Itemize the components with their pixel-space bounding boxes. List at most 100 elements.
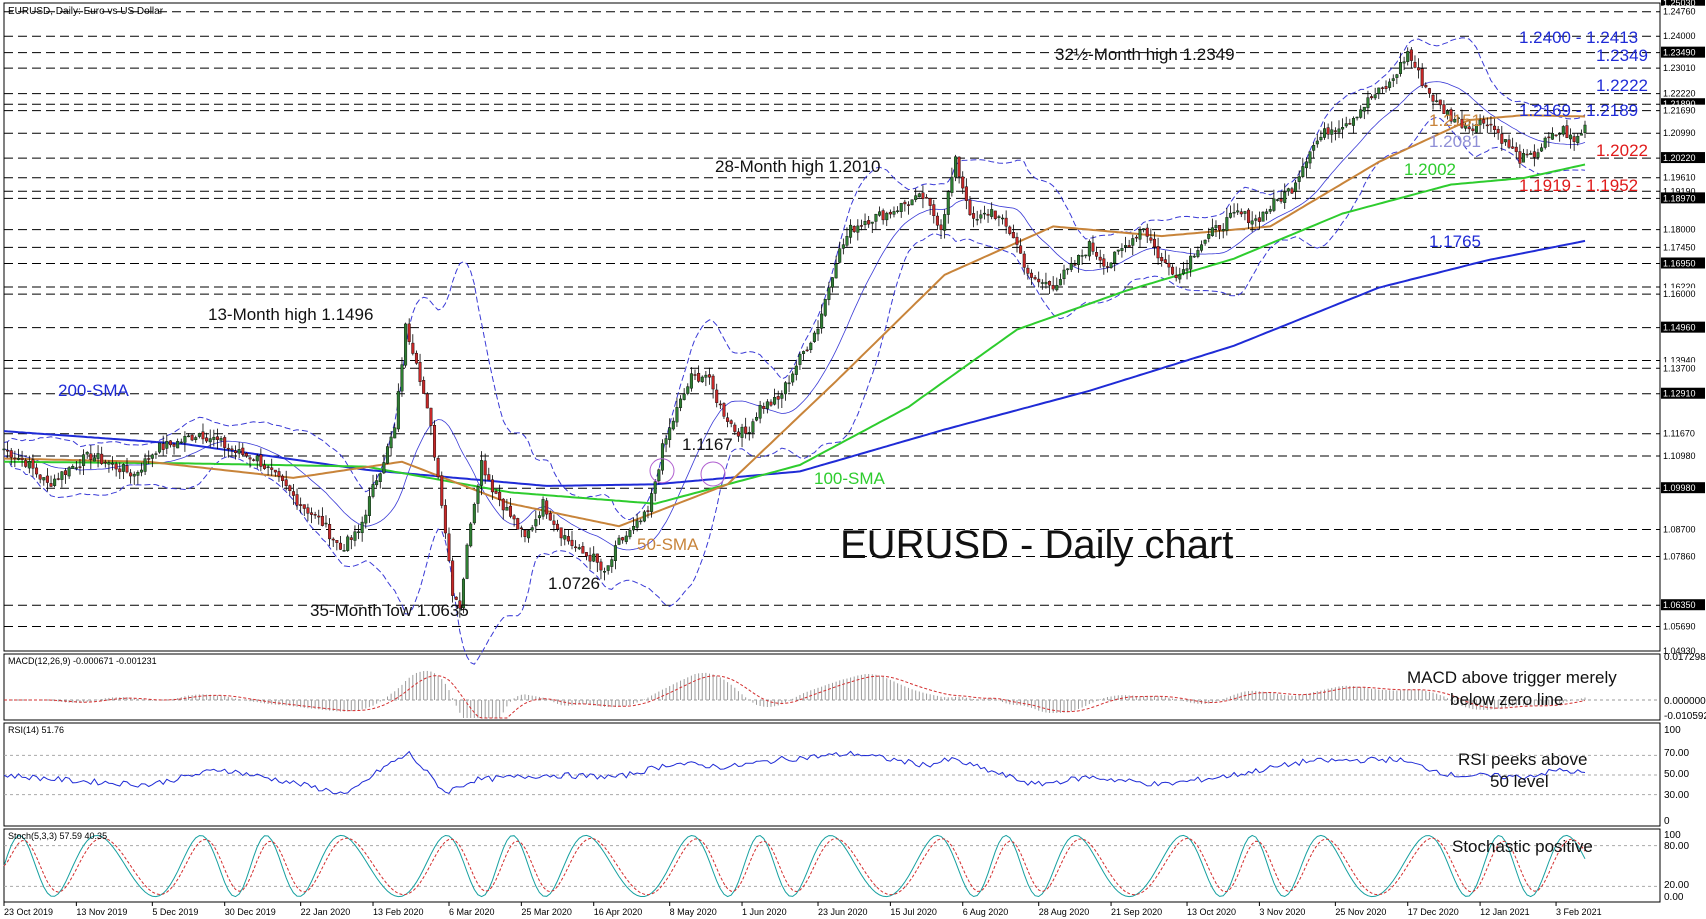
time-tick-label: 1 Jun 2020: [742, 907, 787, 917]
candle-body: [1471, 128, 1475, 132]
candle-body: [671, 420, 675, 430]
price-tick-label: 1.16950: [1663, 258, 1696, 268]
candle-body: [20, 457, 24, 460]
annotation-high-2349: 32½-Month high 1.2349: [1055, 45, 1235, 64]
candle-body: [1279, 198, 1283, 202]
macd-axis-zero: 0.000000: [1664, 696, 1706, 707]
time-tick-label: 28 Aug 2020: [1039, 907, 1090, 917]
candle-body: [523, 529, 527, 537]
candle-body: [968, 199, 972, 215]
candle-body: [765, 401, 769, 409]
candle-body: [1373, 94, 1377, 99]
candle-body: [1029, 272, 1033, 278]
level-label-1765: 1.1765: [1429, 232, 1481, 251]
candle-body: [1019, 245, 1023, 254]
candle-body: [194, 437, 198, 441]
candle-body: [704, 374, 708, 378]
candle-body: [885, 212, 889, 221]
candle-body: [1460, 118, 1464, 128]
candle-body: [1203, 239, 1207, 244]
candle-body: [1362, 106, 1366, 112]
candle-body: [1149, 237, 1153, 241]
candle-body: [125, 465, 129, 473]
candle-body: [154, 453, 158, 455]
stoch-axis-100: 100: [1664, 830, 1681, 841]
candle-body: [639, 520, 643, 523]
candle-body: [132, 473, 136, 477]
price-tick-box: [1661, 257, 1705, 269]
candle-body: [273, 469, 277, 473]
candle-body: [161, 443, 165, 450]
candle-body: [834, 263, 838, 279]
candle-body: [747, 432, 751, 434]
candle-body: [472, 504, 476, 524]
candle-body: [1391, 78, 1395, 81]
candle-body: [179, 441, 183, 444]
time-tick-label: 3 Nov 2020: [1259, 907, 1305, 917]
candle-body: [1370, 96, 1374, 99]
candle-body: [56, 478, 60, 480]
candle-body: [1583, 124, 1587, 133]
time-axis-layer: 23 Oct 2019 13 Nov 2019 5 Dec 2019 30 Dec 2…: [3, 902, 1602, 917]
stoch-d-line: [3, 837, 1586, 896]
candle-body: [13, 457, 17, 460]
candle-body: [1554, 134, 1558, 137]
candle-body: [1431, 94, 1435, 102]
price-tick-box: [1661, 281, 1705, 293]
candle-body: [1413, 61, 1417, 68]
candle-body: [957, 156, 961, 177]
candle-body: [400, 364, 404, 392]
candle-body: [176, 441, 180, 449]
candle-body: [1496, 128, 1500, 134]
price-tick-box: [1661, 387, 1705, 399]
candle-body: [223, 437, 227, 448]
candle-body: [139, 469, 143, 473]
candle-body: [1514, 146, 1518, 152]
time-tick-label: 8 May 2020: [670, 907, 717, 917]
candle-body: [729, 420, 733, 424]
candle-body: [1333, 130, 1337, 132]
candle-body: [744, 426, 748, 434]
candle-body: [1341, 127, 1345, 130]
candle-body: [961, 176, 965, 189]
candle-body: [566, 536, 570, 542]
candle-body: [1359, 109, 1363, 118]
candle-body: [1561, 126, 1565, 135]
candle-body: [1181, 269, 1185, 274]
candle-body: [270, 467, 274, 470]
candle-body: [975, 219, 979, 221]
candle-body: [310, 512, 314, 515]
candle-body: [1152, 238, 1156, 248]
price-tick-label: 1.13700: [1663, 363, 1696, 373]
candle-body: [707, 374, 711, 378]
candle-body: [16, 457, 20, 460]
candle-body: [878, 211, 882, 216]
candle-body: [1500, 133, 1504, 144]
candle-body: [1105, 266, 1109, 268]
candle-body: [1366, 97, 1370, 109]
candle-body: [1200, 244, 1204, 251]
candle-body: [1109, 262, 1113, 269]
candle-body: [338, 542, 342, 550]
candle-body: [1167, 262, 1171, 268]
candle-body: [1228, 212, 1232, 218]
candle-body: [1236, 210, 1240, 213]
rsi-comment-1: RSI peeks above: [1458, 750, 1587, 769]
candle-body: [1532, 151, 1536, 158]
candle-body: [1402, 61, 1406, 64]
candle-body: [776, 396, 780, 400]
candle-body: [143, 458, 147, 472]
candle-body: [1453, 119, 1457, 123]
candle-body: [1265, 211, 1269, 214]
candle-body: [856, 225, 860, 233]
candle-body: [798, 353, 802, 365]
candle-body: [480, 460, 484, 486]
candle-body: [1579, 133, 1583, 136]
candle-body: [1388, 81, 1392, 88]
candle-body: [928, 198, 932, 206]
candle-body: [820, 313, 824, 329]
candle-body: [802, 351, 806, 354]
candle-body: [1102, 258, 1106, 267]
